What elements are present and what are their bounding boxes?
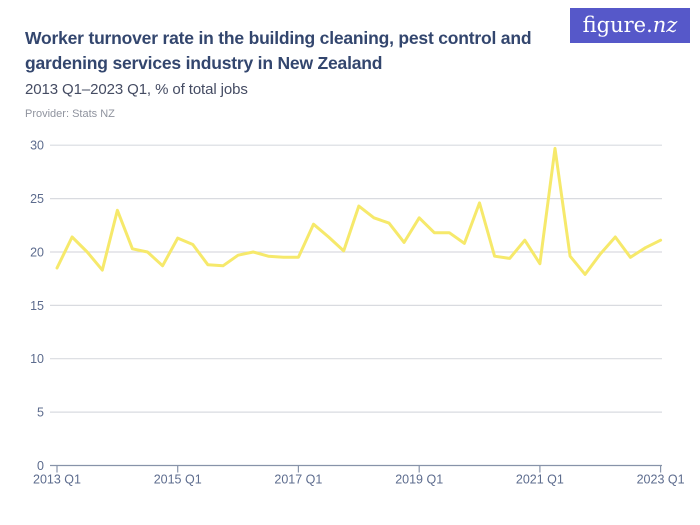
x-tick-label: 2019 Q1: [395, 473, 443, 487]
x-tick-label: 2023 Q1: [637, 473, 685, 487]
y-tick-label: 30: [30, 139, 44, 153]
x-tick-label: 2015 Q1: [154, 473, 202, 487]
x-tick-label: 2017 Q1: [274, 473, 322, 487]
x-axis: [50, 464, 662, 473]
y-tick-label: 5: [37, 406, 44, 420]
y-tick-label: 0: [37, 459, 44, 473]
chart-subtitle: 2013 Q1–2023 Q1, % of total jobs: [25, 81, 248, 98]
x-tick-label: 2013 Q1: [33, 473, 81, 487]
figure-nz-logo-text: figure.nz: [582, 13, 678, 37]
chart-title-line2: gardening services industry in New Zeala…: [25, 53, 383, 74]
provider-label: Provider: Stats NZ: [25, 108, 115, 120]
y-axis-tick-labels: 0 5 10 15 20 25 30: [30, 139, 44, 473]
figure-nz-logo[interactable]: figure.nz: [570, 8, 690, 43]
y-tick-label: 25: [30, 192, 44, 206]
worker-turnover-series-line: [55, 146, 663, 276]
gridlines: [50, 144, 662, 413]
chart-title-line1: Worker turnover rate in the building cle…: [25, 28, 532, 48]
x-tick-label: 2021 Q1: [516, 473, 564, 487]
y-tick-label: 15: [30, 299, 44, 313]
y-tick-label: 20: [30, 246, 44, 260]
x-axis-tick-labels: 2013 Q1 2015 Q1 2017 Q1 2019 Q1 2021 Q1 2023 …: [33, 473, 685, 487]
y-tick-label: 10: [30, 352, 44, 366]
chart-title: Worker turnover rate in the building cle…: [25, 26, 585, 77]
